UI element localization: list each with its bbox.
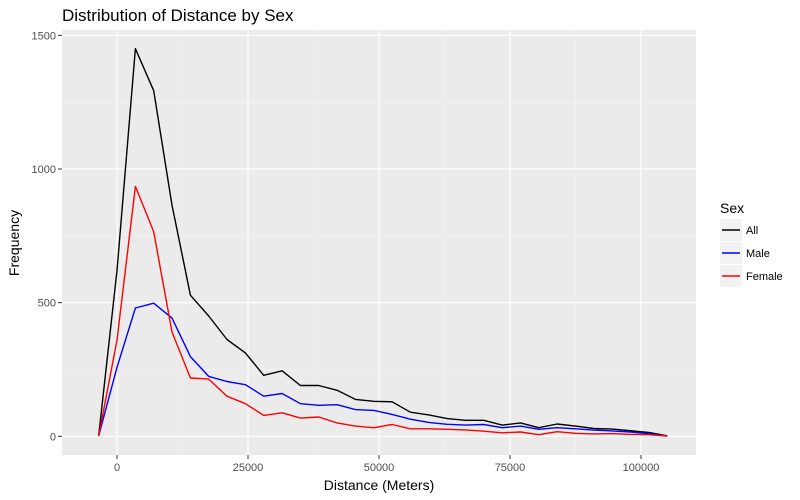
series-line-all <box>98 48 668 437</box>
series-line-male <box>98 302 668 437</box>
x-axis-title: Distance (Meters) <box>324 477 434 493</box>
x-axis: 0 25000 50000 75000 100000 <box>114 455 659 474</box>
series-line-female <box>98 185 668 437</box>
legend: Sex All Male Female <box>720 200 783 287</box>
y-tick-label: 0 <box>50 431 56 443</box>
x-tick-label: 0 <box>114 462 120 474</box>
x-tick-label: 75000 <box>495 462 526 474</box>
y-tick-label: 500 <box>38 298 56 310</box>
legend-label-male: Male <box>746 248 770 260</box>
y-axis: 0 500 1000 1500 <box>32 30 62 443</box>
legend-label-all: All <box>746 225 758 237</box>
y-axis-title: Frequency <box>6 210 22 276</box>
x-tick-label: 50000 <box>364 462 395 474</box>
y-tick-label: 1000 <box>32 164 56 176</box>
x-tick-label: 25000 <box>233 462 264 474</box>
x-tick-label: 100000 <box>623 462 660 474</box>
legend-title: Sex <box>720 200 744 216</box>
major-gridlines <box>62 30 696 455</box>
y-tick-label: 1500 <box>32 30 56 42</box>
legend-label-female: Female <box>746 271 783 283</box>
series-lines <box>98 48 668 437</box>
chart-title: Distribution of Distance by Sex <box>62 6 294 25</box>
